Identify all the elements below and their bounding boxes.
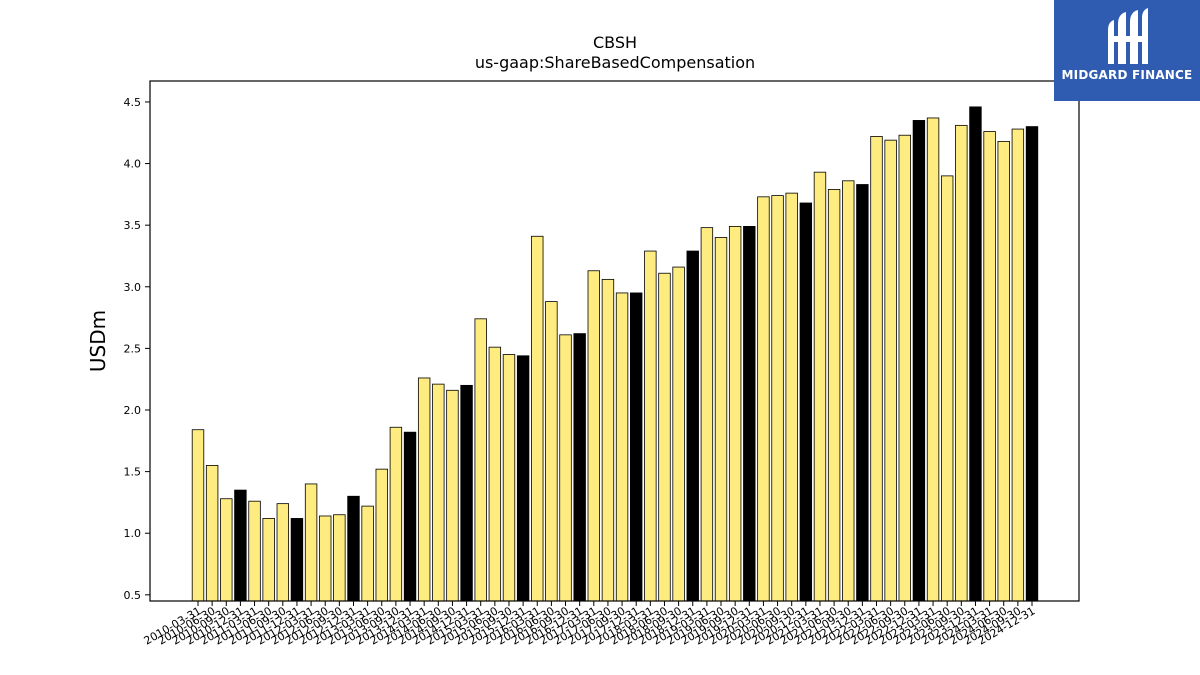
chart-title: CBSH: [593, 33, 637, 52]
bar: [644, 250, 657, 602]
bar: [191, 429, 205, 602]
y-tick-label: 1.0: [124, 527, 142, 540]
bar: [1011, 128, 1025, 602]
bar: [700, 227, 714, 602]
bar: [714, 237, 728, 602]
bar: [474, 318, 487, 602]
chart-subtitle: us-gaap:ShareBasedCompensation: [475, 53, 755, 72]
bar: [375, 468, 388, 602]
bar: [1025, 126, 1039, 602]
bar: [290, 518, 304, 602]
bar: [220, 498, 233, 602]
bar: [785, 192, 798, 602]
bar: [728, 225, 742, 602]
bar: [686, 250, 699, 602]
bar: [983, 131, 996, 602]
bar: [389, 426, 403, 602]
bar: [799, 202, 813, 602]
bar: [559, 334, 572, 602]
bar: [898, 134, 911, 602]
bar: [319, 515, 332, 602]
bar: [757, 196, 770, 602]
y-tick-label: 3.5: [124, 219, 142, 232]
bar: [488, 346, 502, 602]
bar: [969, 106, 982, 602]
bar: [743, 225, 756, 602]
x-axis-ticks: 2010-03-312010-06-302010-09-302010-12-31…: [142, 601, 1038, 648]
bar: [361, 505, 374, 602]
bar: [601, 278, 615, 602]
plot-frame: [149, 80, 1080, 602]
bar: [940, 175, 954, 602]
y-tick-label: 4.5: [124, 96, 142, 109]
bar: [304, 483, 318, 602]
bar: [446, 389, 459, 602]
bar: [771, 195, 784, 602]
bar: [827, 189, 841, 602]
y-tick-label: 2.5: [124, 342, 142, 355]
bar: [658, 272, 671, 602]
brand-name: MIDGARD FINANCE: [1061, 68, 1193, 82]
bar: [573, 333, 586, 602]
bar: [912, 120, 926, 602]
brand-logo: MIDGARD FINANCE: [1054, 0, 1200, 101]
bar: [248, 500, 261, 602]
y-tick-label: 2.0: [124, 404, 142, 417]
bar: [630, 292, 643, 602]
y-tick-label: 0.5: [124, 589, 142, 602]
bar: [516, 355, 530, 602]
bar: [205, 465, 219, 602]
bar-series: [191, 106, 1039, 602]
bar: [587, 270, 600, 602]
bar: [997, 140, 1010, 602]
y-axis-ticks: 0.5 1.0 1.5 2.0 2.5 3.0 3.5 4.0 4.5: [124, 96, 150, 602]
y-tick-label: 3.0: [124, 281, 142, 294]
bar: [531, 235, 544, 602]
bar: [926, 117, 940, 602]
bar: [262, 518, 275, 602]
bar: [615, 292, 629, 602]
bar: [403, 431, 417, 602]
bar: [347, 495, 360, 602]
y-tick-label: 4.0: [124, 158, 142, 171]
bar: [545, 301, 558, 602]
bar: [813, 171, 827, 602]
bar: [842, 180, 855, 602]
bar: [856, 184, 869, 602]
bar: [333, 514, 346, 602]
bar: [276, 503, 290, 602]
y-tick-label: 1.5: [124, 466, 142, 479]
midgard-logo-icon: [1108, 8, 1148, 64]
bar: [955, 124, 968, 602]
bar: [870, 136, 883, 602]
bar: [884, 139, 897, 602]
y-axis-label: USDm: [86, 310, 110, 372]
bar: [234, 489, 247, 602]
bar: [672, 266, 685, 602]
bar: [417, 377, 431, 602]
bar: [460, 384, 473, 602]
bar: [502, 354, 516, 602]
bar: [432, 383, 445, 602]
